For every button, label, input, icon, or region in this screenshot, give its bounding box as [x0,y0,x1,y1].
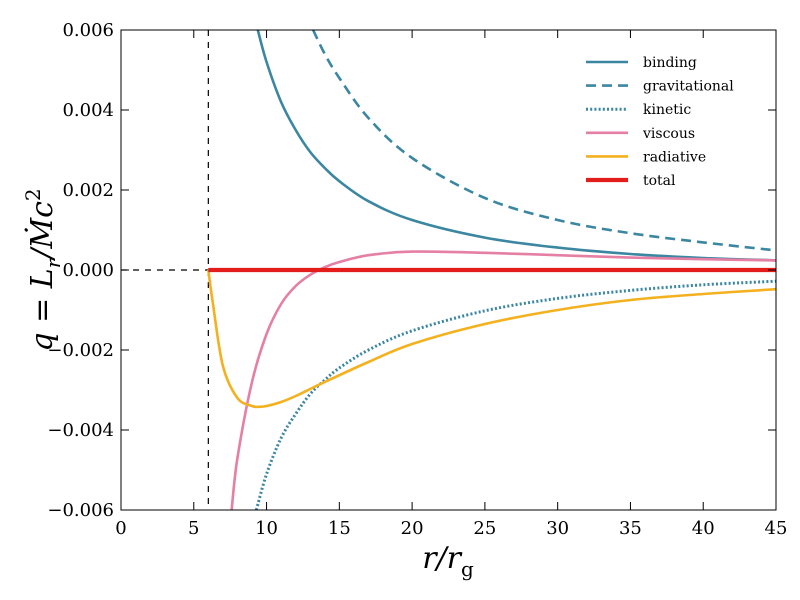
series-lines [207,30,776,510]
x-tick-label: 25 [473,518,496,539]
y-axis-title-tail: /Ṁc [24,201,60,262]
y-axis-title-sup: 2 [21,188,45,201]
y-axis-title-main: q = L [25,268,60,351]
x-axis-title: r/rg [422,541,474,581]
x-tick-label: 15 [328,518,351,539]
y-tick-label: 0.006 [62,20,114,41]
y-tick-label: −0.006 [47,500,114,521]
legend: binding gravitational kinetic viscous radiat… [586,55,734,189]
reference-lines [121,30,209,510]
series-line-gravitational [311,30,776,252]
series-line-viscous [230,250,776,510]
x-axis-title-sub: g [461,557,474,581]
x-tick-label: 10 [255,518,278,539]
x-tick-label: 0 [115,518,126,539]
y-tick-label: 0.004 [62,100,114,121]
y-axis-title-sub: r [41,257,65,268]
legend-label-binding: binding [643,55,697,71]
legend-label-kinetic: kinetic [643,102,691,118]
legend-label-total: total [643,173,676,189]
legend-label-radiative: radiative [643,149,706,165]
legend-label-viscous: viscous [642,126,695,142]
x-tick-label: 40 [692,518,715,539]
series-line-kinetic [254,279,776,510]
y-tick-label: 0.000 [62,260,114,281]
series-line-radiative [207,269,776,409]
x-tick-label: 5 [188,518,199,539]
x-tick-label: 35 [619,518,642,539]
y-tick-label: −0.004 [47,420,114,441]
axis-ticks: 0 5 10 15 20 25 30 35 40 45 −0.006 −0.004 −0.002 0.00… [47,20,787,539]
y-tick-label: 0.002 [62,180,114,201]
x-tick-label: 45 [765,518,788,539]
y-axis-title: q = Lr/Ṁc2 [21,188,65,351]
series-line-binding [256,30,776,262]
x-tick-label: 30 [546,518,569,539]
x-axis-title-main: r/r [422,541,462,576]
y-tick-label: −0.002 [47,340,114,361]
x-tick-label: 20 [401,518,424,539]
legend-label-gravitational: gravitational [643,79,734,95]
